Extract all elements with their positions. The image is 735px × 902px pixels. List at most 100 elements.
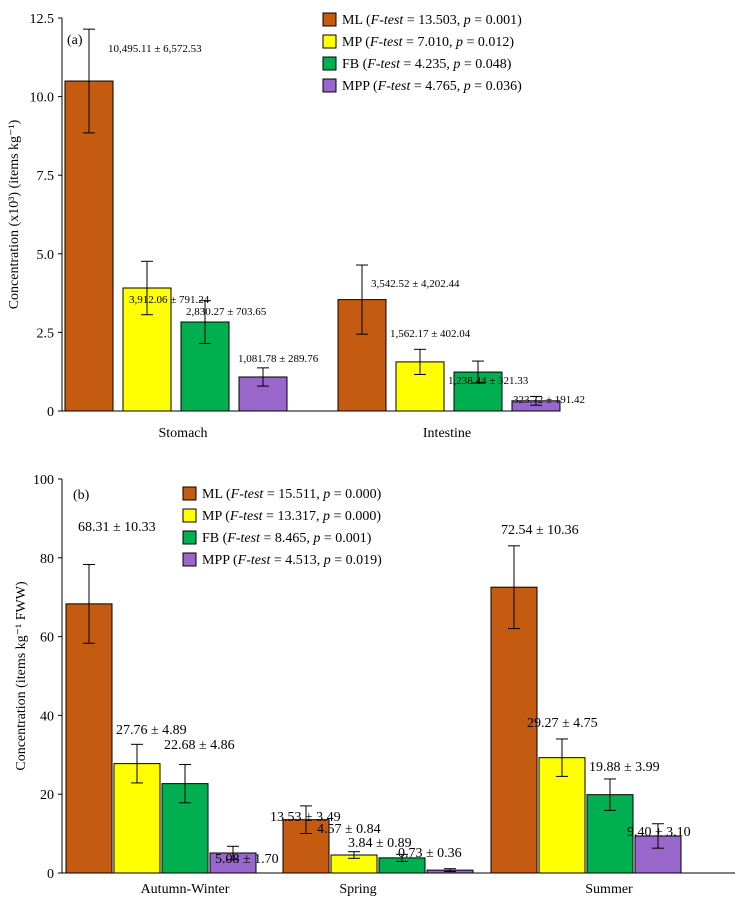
data-label: 22.68 ± 4.86 — [164, 738, 235, 753]
legend-text: ) — [517, 79, 522, 94]
legend-text: = — [471, 79, 486, 94]
y-axis-label: Concentration (x10³) (items kg⁻¹) — [7, 119, 22, 309]
legend-text: = — [260, 531, 275, 546]
legend-text: F-test — [370, 13, 405, 28]
data-label: 13.53 ± 3.49 — [270, 810, 341, 825]
legend-value: 7.010 — [417, 35, 449, 50]
legend-entry-mpp: MPP (F-test = 4.765, p = 0.036) — [342, 79, 522, 94]
bar-fb-stomach — [180, 321, 230, 412]
legend-text: = — [410, 79, 425, 94]
legend-text: MP ( — [202, 509, 230, 524]
legend-text: FB ( — [342, 57, 368, 72]
error-bar — [444, 868, 456, 873]
legend-text: MPP ( — [202, 553, 238, 568]
legend-text: p — [463, 79, 471, 94]
error-bar — [530, 395, 542, 406]
y-tick-label: 0 — [47, 405, 54, 420]
error-bar — [556, 738, 568, 777]
legend: ML (F-test = 15.511, p = 0.000)MP (F-tes… — [182, 486, 382, 568]
y-tick-label: 7.5 — [37, 169, 55, 184]
y-tick-label: 12.5 — [30, 12, 55, 27]
legend-value: 13.317 — [277, 509, 316, 524]
error-bar — [83, 28, 95, 134]
error-bar — [199, 300, 211, 344]
x-category-label: Spring — [339, 882, 376, 897]
legend-text: F-test — [366, 57, 401, 72]
legend-text: , — [457, 13, 464, 28]
data-label: 29.27 ± 4.75 — [527, 716, 598, 731]
legend-text: p — [322, 487, 330, 502]
legend-swatch-ml — [322, 12, 337, 27]
data-label: 9.40 ± 3.10 — [627, 825, 691, 840]
legend: ML (F-test = 13.503, p = 0.001)MP (F-tes… — [322, 12, 522, 94]
legend-text: = — [270, 553, 285, 568]
legend-text: , — [306, 531, 313, 546]
error-bar — [179, 763, 191, 804]
error-bar — [348, 851, 360, 859]
legend-text: FB ( — [202, 531, 228, 546]
legend-text: , — [446, 57, 453, 72]
y-tick-label: 5.0 — [37, 248, 55, 263]
legend-text: = — [263, 509, 278, 524]
legend-text: ML ( — [342, 13, 371, 28]
y-tick-label: 20 — [40, 788, 54, 803]
legend-swatch-mp — [182, 508, 197, 523]
error-bar — [396, 853, 408, 862]
legend-value: 0.000 — [345, 509, 377, 524]
legend-text: = — [263, 487, 278, 502]
legend-value: 0.036 — [486, 79, 518, 94]
legend-entry-ml: ML (F-test = 13.503, p = 0.001) — [342, 13, 522, 28]
legend-text: ML ( — [202, 487, 231, 502]
legend-swatch-mp — [322, 34, 337, 49]
legend-text: F-test — [230, 487, 265, 502]
legend-text: ) — [377, 553, 382, 568]
x-category-label: Stomach — [159, 426, 208, 441]
legend-text: , — [457, 79, 464, 94]
chart-panel-a: 0 2.5 5.0 7.5 10.0 12.5 Concentration (x10³) (… — [7, 12, 585, 441]
error-bar — [414, 348, 426, 375]
data-label: 27.76 ± 4.89 — [116, 723, 187, 738]
legend-text: ) — [376, 509, 381, 524]
y-tick-label: 10.0 — [30, 91, 55, 106]
legend-text: = — [463, 35, 478, 50]
chart-panel-b: 0 20 40 60 80 100 Concentration (items kg⁻¹ FW… — [14, 473, 735, 897]
legend-swatch-mpp — [322, 78, 337, 93]
legend-text: = — [403, 35, 418, 50]
legend-text: ) — [377, 487, 382, 502]
data-label: 3,912.06 ± 791.24 — [129, 294, 210, 306]
legend-text: p — [322, 509, 330, 524]
legend-text: p — [463, 13, 471, 28]
bar-mp-summer — [538, 757, 586, 874]
y-tick-label: 0 — [47, 867, 54, 882]
legend-text: , — [316, 487, 323, 502]
bar-ml-summer — [490, 586, 538, 874]
data-label: 10,495.11 ± 6,572.53 — [108, 43, 202, 55]
legend-text: = — [330, 509, 345, 524]
y-tick-label: 2.5 — [37, 326, 55, 341]
error-bar — [300, 805, 312, 834]
legend-text: p — [323, 553, 331, 568]
error-bar — [141, 260, 153, 316]
legend-value: 0.001 — [335, 531, 367, 546]
legend-text: = — [471, 13, 486, 28]
bar-mp-autumn-winter — [113, 763, 161, 874]
y-tick-label: 100 — [33, 473, 54, 488]
data-label: 72.54 ± 10.36 — [501, 523, 579, 538]
legend-text: F-test — [377, 79, 412, 94]
legend-value: 4.513 — [285, 553, 317, 568]
legend-value: 0.000 — [345, 487, 377, 502]
legend-text: = — [460, 57, 475, 72]
bar-mpp-stomach — [238, 376, 288, 412]
legend-text: MP ( — [342, 35, 370, 50]
legend-text: p — [452, 57, 460, 72]
legend-text: MPP ( — [342, 79, 378, 94]
legend-value: 0.048 — [475, 57, 507, 72]
legend-text: p — [455, 35, 463, 50]
legend-entry-mpp: MPP (F-test = 4.513, p = 0.019) — [202, 553, 382, 568]
legend-text: p — [312, 531, 320, 546]
y-tick-label: 40 — [40, 709, 54, 724]
data-label: 3.84 ± 0.89 — [348, 836, 412, 851]
legend-text: ) — [507, 57, 512, 72]
legend-text: F-test — [369, 35, 404, 50]
